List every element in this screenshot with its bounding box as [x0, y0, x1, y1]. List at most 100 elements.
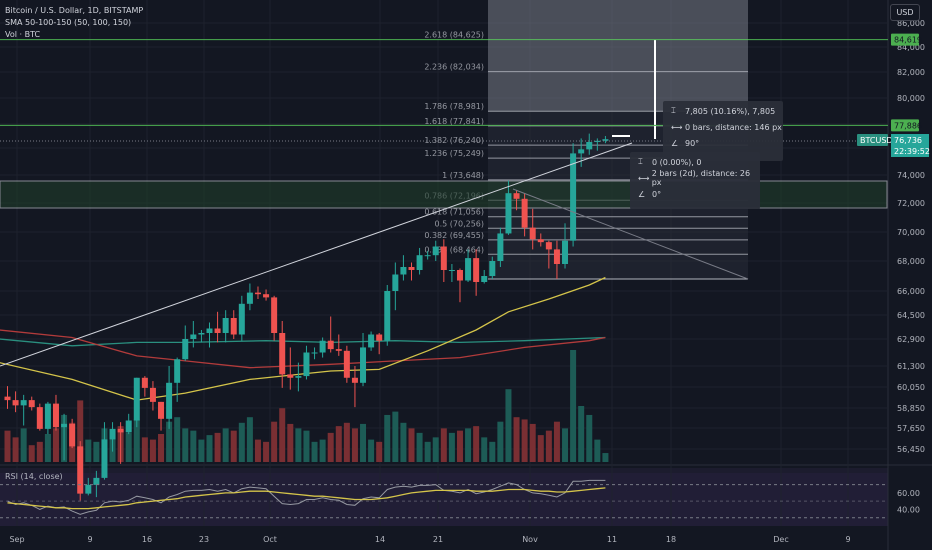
- volume-bar: [319, 439, 326, 462]
- candle-body: [133, 377, 140, 421]
- rsi-indicator-label[interactable]: RSI (14, close): [5, 472, 63, 481]
- candle-body: [432, 246, 439, 256]
- fib-level-label: 1.618 (77,841): [424, 117, 484, 126]
- rsi-axis-label: 40.00: [897, 505, 920, 514]
- angle-icon: ∠: [671, 138, 679, 148]
- volume-bar: [93, 441, 100, 462]
- measure-angle: 0°: [652, 189, 662, 199]
- price-axis-label: 68,000: [897, 257, 925, 266]
- fib-extension-zone: [488, 0, 748, 112]
- candle-body: [343, 350, 350, 378]
- time-axis-label: Nov: [522, 535, 538, 544]
- time-axis-label: Dec: [773, 535, 788, 544]
- candle-body: [61, 423, 68, 428]
- time-axis-label: 18: [666, 535, 676, 544]
- candle-body: [295, 376, 302, 378]
- candle-body: [254, 292, 261, 295]
- measure-price-range: 0 (0.00%), 0: [652, 157, 702, 167]
- volume-bar: [392, 411, 399, 462]
- volume-bar: [214, 432, 221, 462]
- current-price-badge: 76,736: [894, 136, 922, 145]
- candle-body: [424, 255, 431, 257]
- time-axis-label: Sep: [9, 535, 24, 544]
- price-axis-label: 56,450: [897, 445, 925, 454]
- volume-bar: [489, 441, 496, 462]
- sma-indicator-label[interactable]: SMA 50-100-150 (50, 100, 150): [5, 18, 132, 27]
- candle-body: [545, 242, 552, 250]
- price-axis-label: 62,900: [897, 335, 925, 344]
- candle-body: [12, 400, 19, 406]
- fib-level-label: 1.786 (78,981): [424, 102, 484, 111]
- candle-body: [158, 401, 165, 419]
- volume-bar: [206, 435, 213, 462]
- rsi-axis-label: 60.00: [897, 489, 920, 498]
- volume-bar: [263, 441, 270, 462]
- candle-body: [448, 270, 455, 271]
- high-level-badge: 84,619: [894, 36, 922, 45]
- volume-indicator-label[interactable]: Vol · BTC: [5, 30, 41, 39]
- volume-bar: [335, 426, 342, 462]
- time-axis-label: 9: [87, 535, 92, 544]
- candle-body: [570, 153, 577, 241]
- volume-bar: [158, 434, 165, 462]
- volume-bar: [254, 439, 261, 462]
- volume-bar: [408, 428, 415, 462]
- currency-button[interactable]: USD: [890, 4, 920, 21]
- candle-body: [368, 334, 375, 348]
- price-axis-label: 66,000: [897, 287, 925, 296]
- volume-bar: [230, 430, 237, 462]
- candle-body: [52, 403, 59, 428]
- candle-body: [149, 387, 156, 402]
- angle-icon: ∠: [638, 189, 646, 199]
- symbol-title[interactable]: Bitcoin / U.S. Dollar, 1D, BITSTAMP: [5, 6, 144, 15]
- volume-bar: [141, 437, 148, 462]
- candle-body: [360, 347, 367, 383]
- price-axis-label: 57,650: [897, 424, 925, 433]
- candle-body: [602, 139, 609, 141]
- volume-bar: [125, 432, 132, 462]
- candle-body: [238, 303, 245, 335]
- volume-bar: [440, 428, 447, 462]
- candle-body: [28, 400, 35, 408]
- candle-body: [206, 328, 213, 333]
- volume-bar: [77, 400, 84, 462]
- price-axis-label: 60,050: [897, 383, 925, 392]
- price-axis-label: 80,000: [897, 94, 925, 103]
- rsi-band: [0, 473, 888, 526]
- candle-body: [440, 246, 447, 270]
- candle-body: [222, 318, 229, 333]
- volume-bar: [456, 430, 463, 462]
- candle-body: [125, 420, 132, 433]
- candle-body: [586, 142, 593, 150]
- volume-bar: [578, 406, 585, 462]
- volume-bar: [271, 421, 278, 462]
- volume-bar: [473, 426, 480, 462]
- volume-bar: [586, 414, 593, 462]
- high-level-badge-bg: [891, 33, 919, 46]
- volume-bar: [570, 350, 577, 462]
- measure-angle: 90°: [685, 138, 700, 148]
- sma-150-line: [0, 336, 606, 347]
- candle-body: [319, 340, 326, 353]
- candle-body: [77, 446, 84, 494]
- candle-body: [505, 193, 512, 234]
- volume-bar: [416, 432, 423, 462]
- volume-bar: [384, 414, 391, 462]
- candle-body: [109, 428, 116, 440]
- volume-bar: [368, 439, 375, 462]
- fib-level-label: 0.618 (71,056): [424, 208, 484, 217]
- candle-body: [174, 359, 181, 383]
- volume-bar: [246, 417, 253, 462]
- bar-countdown: 22:39:52: [894, 147, 930, 156]
- candle-body: [214, 328, 221, 333]
- candle-body: [93, 477, 100, 485]
- volume-bar: [481, 437, 488, 462]
- fib-level-label: 0.382 (69,455): [424, 231, 484, 240]
- volume-bar: [360, 423, 367, 462]
- fib-level-label: 1.382 (76,240): [424, 136, 484, 145]
- price-axis-label: 82,000: [897, 68, 925, 77]
- candle-body: [279, 333, 286, 375]
- candle-body: [69, 423, 76, 447]
- candle-body: [578, 149, 585, 154]
